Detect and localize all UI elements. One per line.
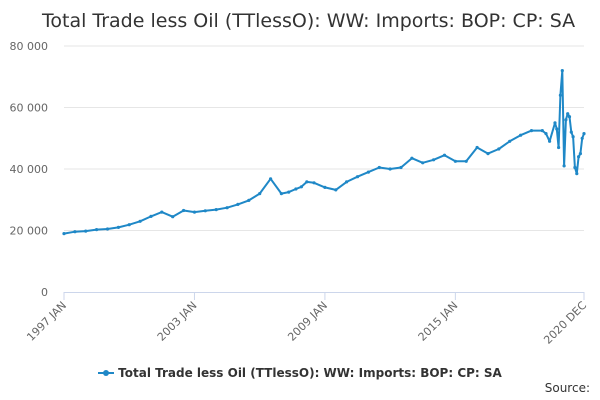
data-point[interactable] <box>323 185 327 189</box>
data-point[interactable] <box>569 130 573 134</box>
x-tick-label: 2015 JAN <box>416 299 461 344</box>
data-point[interactable] <box>562 164 566 168</box>
data-point[interactable] <box>138 219 142 223</box>
series-group <box>62 69 586 236</box>
data-point[interactable] <box>453 159 457 163</box>
x-tick-label: 2003 JAN <box>155 299 200 344</box>
data-point[interactable] <box>580 136 584 140</box>
y-tick-label: 60 000 <box>10 102 49 115</box>
data-point[interactable] <box>225 206 229 210</box>
y-axis-ticks: 0 20 000 40 000 60 000 80 000 <box>10 40 49 299</box>
data-point[interactable] <box>567 115 572 119</box>
data-point[interactable] <box>73 230 77 234</box>
data-point[interactable] <box>312 181 316 185</box>
data-point[interactable] <box>203 209 207 213</box>
legend-swatch <box>98 369 115 376</box>
data-point[interactable] <box>294 187 298 191</box>
data-point[interactable] <box>171 215 175 219</box>
y-tick-label: 0 <box>41 286 48 299</box>
data-point[interactable] <box>247 198 251 202</box>
data-point[interactable] <box>558 93 563 97</box>
data-point[interactable] <box>388 167 392 171</box>
data-point[interactable] <box>575 172 579 176</box>
data-point[interactable] <box>399 165 403 170</box>
data-point[interactable] <box>475 145 479 150</box>
data-point[interactable] <box>573 165 577 170</box>
data-point[interactable] <box>192 210 197 214</box>
data-point[interactable] <box>497 147 501 151</box>
data-point[interactable] <box>578 152 583 156</box>
data-point[interactable] <box>432 158 436 162</box>
data-point[interactable] <box>540 129 544 133</box>
data-point[interactable] <box>334 188 338 192</box>
data-point[interactable] <box>287 190 291 194</box>
data-point[interactable] <box>557 145 561 150</box>
y-tick-label: 80 000 <box>10 40 49 53</box>
x-tick-label: 2020 DEC <box>541 299 589 347</box>
data-point[interactable] <box>127 223 131 227</box>
data-point[interactable] <box>105 227 110 231</box>
data-point[interactable] <box>299 185 303 189</box>
series-line <box>63 69 585 235</box>
data-point[interactable] <box>366 170 370 174</box>
data-point[interactable] <box>160 210 164 214</box>
data-point[interactable] <box>84 229 88 233</box>
x-tick-label: 1997 JAN <box>24 299 69 344</box>
data-point[interactable] <box>116 225 120 229</box>
data-point[interactable] <box>577 155 581 159</box>
data-point[interactable] <box>529 129 534 133</box>
data-point[interactable] <box>305 180 309 184</box>
data-point[interactable] <box>355 175 360 179</box>
data-point[interactable] <box>566 112 570 116</box>
legend-label: Total Trade less Oil (TTlessO): WW: Impo… <box>118 366 502 380</box>
grid-lines <box>64 45 584 231</box>
data-point[interactable] <box>214 208 218 212</box>
data-point[interactable] <box>279 192 283 196</box>
data-point[interactable] <box>508 139 512 143</box>
data-point[interactable] <box>519 133 523 137</box>
data-point[interactable] <box>149 214 153 218</box>
data-point[interactable] <box>464 159 468 163</box>
data-point[interactable] <box>377 165 381 170</box>
data-point[interactable] <box>62 232 66 236</box>
legend[interactable]: Total Trade less Oil (TTlessO): WW: Impo… <box>0 366 600 380</box>
source-label: Source: <box>544 381 590 395</box>
data-point[interactable] <box>564 118 568 122</box>
data-point[interactable] <box>555 127 559 131</box>
data-point[interactable] <box>182 208 186 213</box>
y-tick-label: 40 000 <box>10 163 49 176</box>
data-point[interactable] <box>486 152 490 156</box>
data-point[interactable] <box>258 192 262 196</box>
y-tick-label: 20 000 <box>10 225 49 238</box>
data-point[interactable] <box>421 161 425 165</box>
data-point[interactable] <box>442 153 447 157</box>
data-point[interactable] <box>553 121 557 125</box>
data-point[interactable] <box>548 139 552 143</box>
data-point[interactable] <box>582 132 586 136</box>
x-axis-ticks: 1997 JAN 2003 JAN 2009 JAN 2015 JAN 2020 DEC <box>24 292 589 347</box>
data-point[interactable] <box>345 180 349 184</box>
data-point[interactable] <box>544 132 548 136</box>
data-point[interactable] <box>95 228 99 232</box>
chart-title: Total Trade less Oil (TTlessO): WW: Impo… <box>42 10 576 32</box>
data-point[interactable] <box>236 202 240 206</box>
data-point[interactable] <box>560 69 564 73</box>
data-point[interactable] <box>571 135 575 139</box>
data-point[interactable] <box>410 156 414 160</box>
data-point[interactable] <box>269 177 273 181</box>
x-tick-label: 2009 JAN <box>285 299 330 344</box>
